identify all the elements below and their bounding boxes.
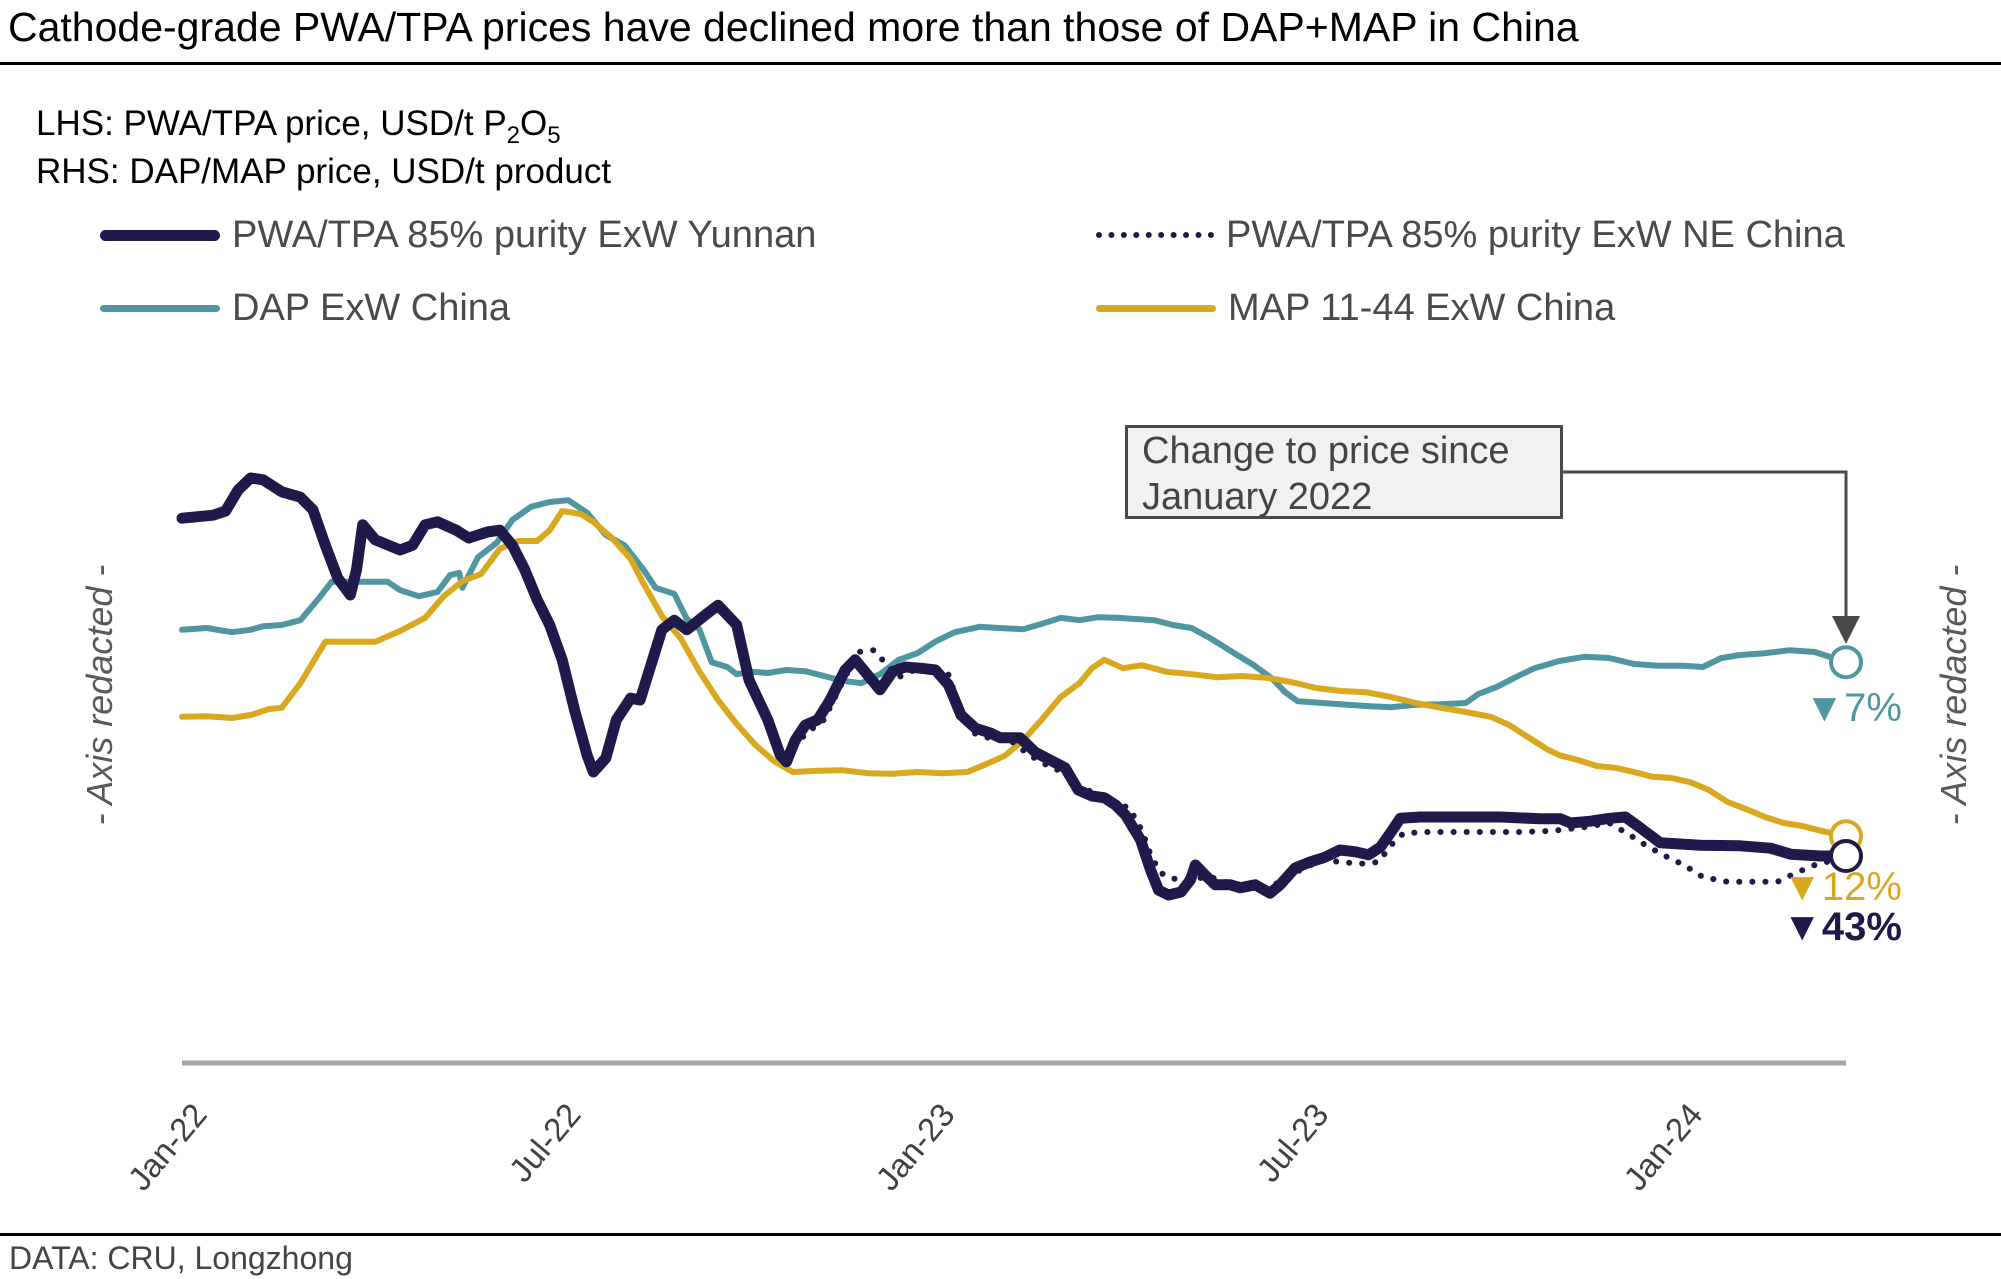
series-line-map: [179, 508, 1849, 840]
legend-item-dap: DAP ExW China: [100, 283, 510, 333]
legend-label-map: MAP 11-44 ExW China: [1228, 286, 1616, 329]
lhs-axis-note: LHS: PWA/TPA price, USD/t P2O5: [36, 104, 561, 148]
legend-item-map: MAP 11-44 ExW China: [1096, 283, 1615, 333]
subscript-2: 2: [506, 122, 521, 149]
legend-item-ne-china: PWA/TPA 85% purity ExW NE China: [1096, 210, 1845, 260]
legend-swatch-ne-china: [1096, 232, 1214, 238]
title-divider: [0, 62, 2001, 65]
lhs-note-o: O: [520, 104, 548, 143]
end-marker-dap: [1829, 645, 1863, 680]
end-markers: ▼7%▼12%▼43%: [1782, 645, 1902, 949]
change-label-yunnan: ▼43%: [1782, 905, 1902, 949]
annotation-connector: [1560, 470, 1860, 644]
arrow-down-icon: [1832, 616, 1860, 644]
footer-divider: [0, 1233, 2001, 1236]
y-axis-label-left: - Axis redacted -: [79, 565, 120, 826]
annotation-line-2: January 2022: [1142, 476, 1373, 518]
axes: - Axis redacted - - Axis redacted -: [79, 565, 1974, 1066]
series-line-yunnan: [176, 472, 1852, 901]
source-note: DATA: CRU, Longzhong: [9, 1240, 353, 1276]
subscript-5: 5: [547, 122, 561, 149]
legend-label-ne-china: PWA/TPA 85% purity ExW NE China: [1226, 213, 1845, 256]
chart-title: Cathode-grade PWA/TPA prices have declin…: [8, 4, 1579, 50]
series-lines: [176, 472, 1852, 901]
x-tick-labels: Jan-22 Jul-22 Jan-23 Jul-23 Jan-24: [121, 1096, 1710, 1197]
legend-swatch-yunnan: [100, 229, 220, 241]
x-tick-label: Jan-23: [868, 1096, 961, 1197]
change-label-dap: ▼7%: [1805, 686, 1902, 730]
x-tick-label: Jul-22: [502, 1096, 588, 1189]
x-tick-label: Jul-23: [1249, 1096, 1335, 1189]
annotation-box: Change to price since January 2022: [1125, 425, 1563, 519]
series-line-dap: [179, 497, 1849, 711]
annotation-line-1: Change to price since: [1142, 430, 1510, 472]
end-marker-yunnan: [1829, 839, 1863, 873]
legend-label-dap: DAP ExW China: [232, 286, 511, 329]
lhs-note-text: LHS: PWA/TPA price, USD/t P: [36, 104, 507, 143]
rhs-axis-note: RHS: DAP/MAP price, USD/t product: [36, 152, 612, 191]
annotation-text: Change to price since January 2022: [1142, 428, 1572, 520]
x-tick-label: Jan-22: [121, 1096, 214, 1197]
legend-swatch-dap: [100, 304, 220, 312]
connector-line: [1560, 470, 1848, 618]
legend-swatch-map: [1096, 304, 1216, 312]
legend-label-yunnan: PWA/TPA 85% purity ExW Yunnan: [232, 213, 817, 256]
y-axis-label-right: - Axis redacted -: [1933, 565, 1974, 826]
x-tick-label: Jan-24: [1616, 1096, 1709, 1197]
legend-item-yunnan: PWA/TPA 85% purity ExW Yunnan: [100, 210, 816, 260]
